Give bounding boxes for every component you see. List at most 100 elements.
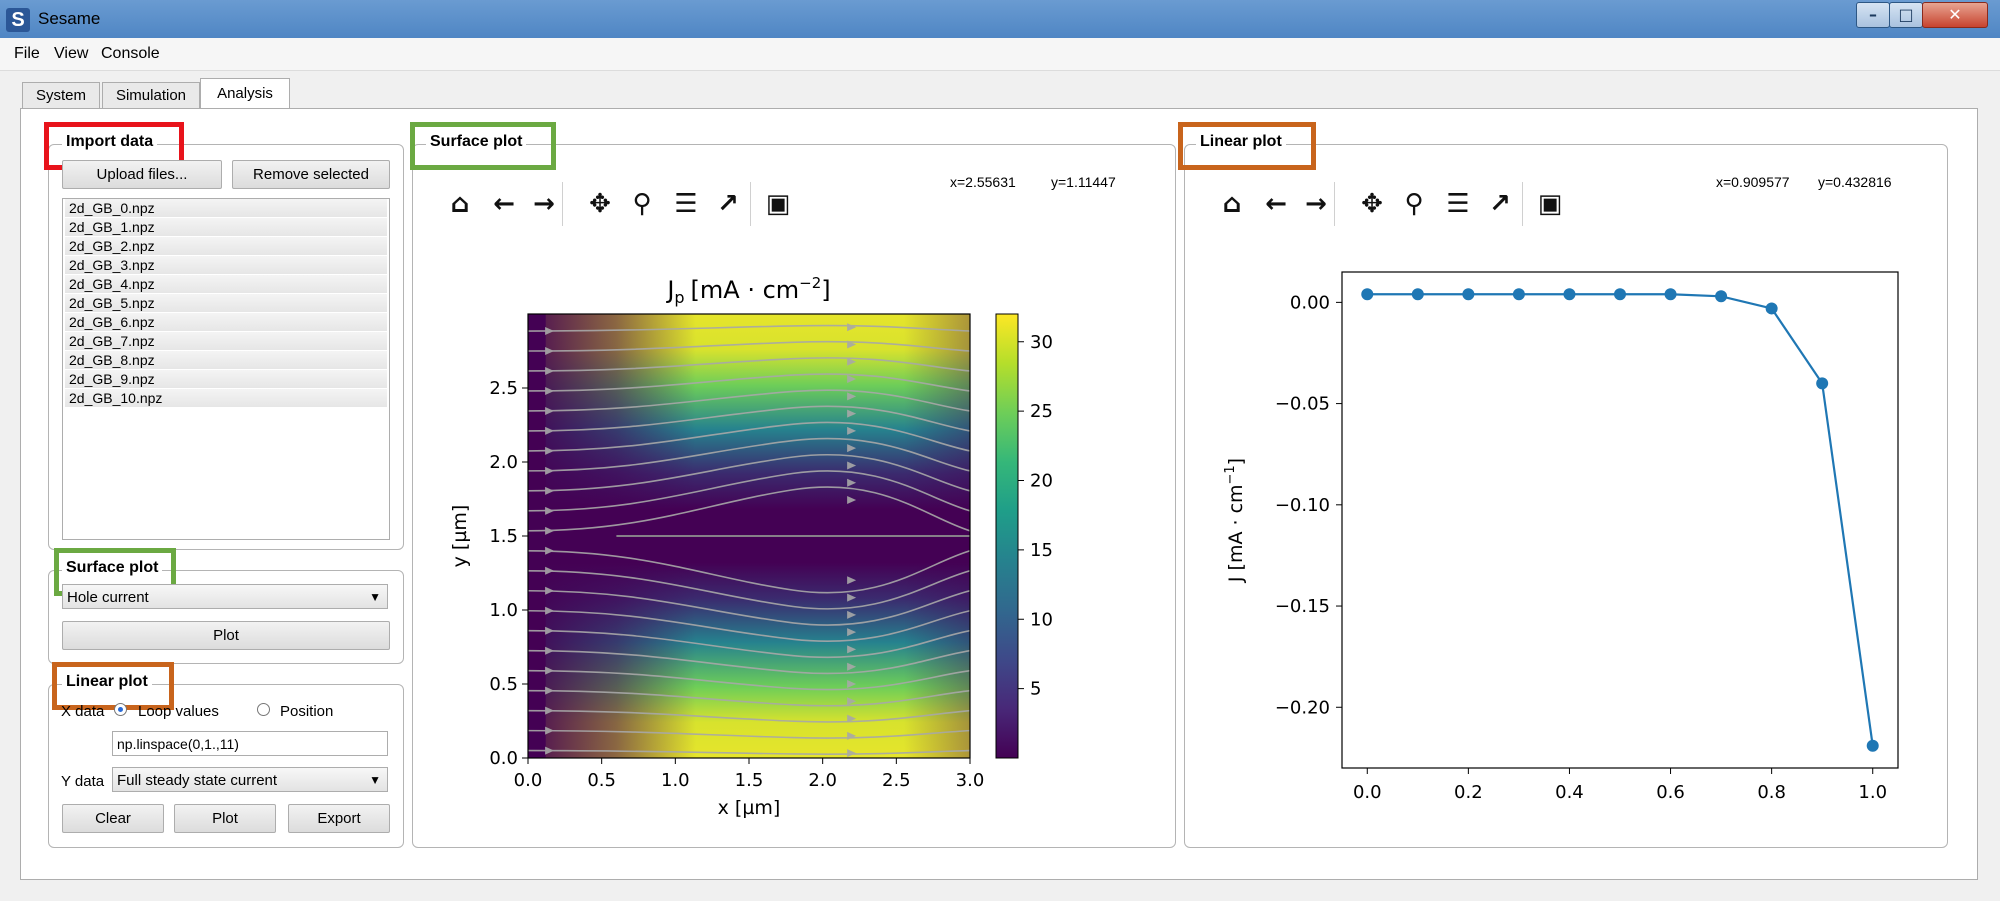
streamline: [528, 709, 970, 723]
surface-quantity-value: Hole current: [67, 589, 149, 606]
streamline-arrow: [847, 645, 857, 654]
streamline-arrow: [545, 486, 555, 495]
edit-axes-icon[interactable]: ↗: [717, 189, 739, 219]
export-button[interactable]: Export: [288, 804, 390, 833]
save-icon[interactable]: ▣: [1537, 189, 1563, 219]
edit-axes-icon[interactable]: ↗: [1489, 189, 1511, 219]
linear-plot-chart[interactable]: 0.0 0.2 0.4 0.6 0.8 1.0 0.00 −0.05 −0.10 −0.15 −0.…: [1220, 250, 1920, 820]
pan-icon[interactable]: ✥: [1361, 189, 1383, 219]
app-logo: S: [6, 8, 30, 32]
zoom-icon[interactable]: ⚲: [632, 189, 652, 219]
upload-files-button[interactable]: Upload files...: [62, 160, 222, 189]
y-quantity-select[interactable]: Full steady state current ▼: [112, 767, 388, 792]
menu-console[interactable]: Console: [101, 45, 160, 62]
file-list-item[interactable]: 2d_GB_10.npz: [65, 389, 387, 408]
surface-quantity-select[interactable]: Hole current ▼: [62, 584, 388, 609]
file-list-item[interactable]: 2d_GB_7.npz: [65, 332, 387, 351]
file-list-item[interactable]: 2d_GB_5.npz: [65, 294, 387, 313]
x-tick-label: 2.5: [882, 770, 911, 791]
y-tick-label: −0.20: [1275, 697, 1330, 718]
home-icon[interactable]: ⌂: [1222, 189, 1242, 219]
file-list[interactable]: 2d_GB_0.npz 2d_GB_1.npz 2d_GB_2.npz 2d_GB_3…: [62, 198, 390, 540]
position-radio[interactable]: [257, 703, 270, 716]
x-tick-label: 0.0: [514, 770, 543, 791]
minimize-button[interactable]: –: [1856, 2, 1890, 28]
streamline: [528, 421, 970, 452]
zoom-icon[interactable]: ⚲: [1404, 189, 1424, 219]
tab-simulation[interactable]: Simulation: [102, 82, 200, 109]
streamline-arrow: [545, 566, 555, 575]
back-arrow-icon[interactable]: ←: [1265, 189, 1287, 219]
home-icon[interactable]: ⌂: [450, 189, 470, 219]
x-tick-label: 0.4: [1555, 782, 1584, 803]
y-axis-label: J [mA · cm−1]: [1223, 458, 1247, 583]
title-exponent: −2: [799, 274, 821, 292]
linear-panel-highlight: [1178, 122, 1316, 170]
file-list-item[interactable]: 2d_GB_4.npz: [65, 275, 387, 294]
maximize-icon: □: [1898, 5, 1914, 24]
position-label: Position: [280, 703, 334, 720]
menu-bar: File View Console: [0, 38, 2000, 71]
tab-analysis[interactable]: Analysis: [200, 78, 290, 111]
x-tick-label: 0.5: [587, 770, 616, 791]
configure-icon[interactable]: ☰: [674, 189, 698, 219]
streamline: [528, 669, 970, 691]
pan-icon[interactable]: ✥: [589, 189, 611, 219]
menu-view[interactable]: View: [54, 45, 89, 62]
x-tick-label: 2.0: [808, 770, 837, 791]
file-list-item[interactable]: 2d_GB_0.npz: [65, 199, 387, 218]
colorbar-tick-label: 5: [1030, 679, 1041, 700]
line-plot-frame: [1341, 271, 1899, 769]
x-tick-label: 0.0: [1353, 782, 1382, 803]
file-list-item[interactable]: 2d_GB_1.npz: [65, 218, 387, 237]
file-list-item[interactable]: 2d_GB_3.npz: [65, 256, 387, 275]
file-list-item[interactable]: 2d_GB_9.npz: [65, 370, 387, 389]
y-data-label: Y data: [61, 773, 105, 790]
x-expression-input[interactable]: np.linspace(0,1.,11): [112, 731, 388, 756]
x-tick-label: 1.5: [735, 770, 764, 791]
y-tick-label: 0.5: [489, 674, 518, 695]
file-list-item[interactable]: 2d_GB_6.npz: [65, 313, 387, 332]
colorbar-tick-label: 30: [1030, 332, 1053, 353]
back-arrow-icon[interactable]: ←: [493, 189, 515, 219]
colorbar-tick-label: 25: [1030, 401, 1053, 422]
remove-selected-button[interactable]: Remove selected: [232, 160, 390, 189]
data-point: [1361, 288, 1374, 301]
toolbar-separator: [562, 182, 563, 226]
save-icon[interactable]: ▣: [765, 189, 791, 219]
loop-values-radio[interactable]: [114, 703, 127, 716]
surface-plot-button[interactable]: Plot: [62, 621, 390, 650]
x-axis-label: x [µm]: [718, 797, 781, 819]
configure-icon[interactable]: ☰: [1446, 189, 1470, 219]
streamline: [528, 609, 970, 643]
streamline: [528, 689, 970, 707]
clear-button[interactable]: Clear: [62, 804, 164, 833]
maximize-button[interactable]: □: [1889, 2, 1923, 28]
data-point: [1715, 290, 1728, 303]
close-button[interactable]: ✕: [1922, 2, 1988, 28]
surface-plot-chart[interactable]: Jp [mA · cm−2] 0.0 0.5 1.0 1.5 2.0 2.5 3.0 0.0 0.5…: [440, 250, 1150, 830]
y-tick-label: −0.10: [1275, 495, 1330, 516]
menu-file[interactable]: File: [14, 45, 40, 62]
streamline: [528, 389, 970, 412]
streamline: [528, 569, 970, 610]
streamline: [528, 405, 970, 432]
streamline-arrow: [545, 386, 555, 395]
forward-arrow-icon[interactable]: →: [533, 189, 555, 219]
y-tick-label: −0.15: [1275, 596, 1330, 617]
x-tick-label: 0.8: [1757, 782, 1786, 803]
streamline-arrow: [847, 662, 857, 671]
streamline: [528, 486, 970, 532]
x-tick-label: 1.0: [1858, 782, 1887, 803]
y-tick-label: −0.05: [1275, 394, 1330, 415]
title-unit: [mA · cm: [691, 276, 800, 304]
linear-plot-button[interactable]: Plot: [174, 804, 276, 833]
data-point: [1512, 288, 1525, 301]
file-list-item[interactable]: 2d_GB_8.npz: [65, 351, 387, 370]
file-list-item[interactable]: 2d_GB_2.npz: [65, 237, 387, 256]
streamline-arrow: [545, 526, 555, 535]
forward-arrow-icon[interactable]: →: [1305, 189, 1327, 219]
y-axis-label: y [µm]: [449, 505, 471, 568]
import-data-label: Import data: [62, 133, 158, 151]
tab-system[interactable]: System: [22, 82, 100, 109]
